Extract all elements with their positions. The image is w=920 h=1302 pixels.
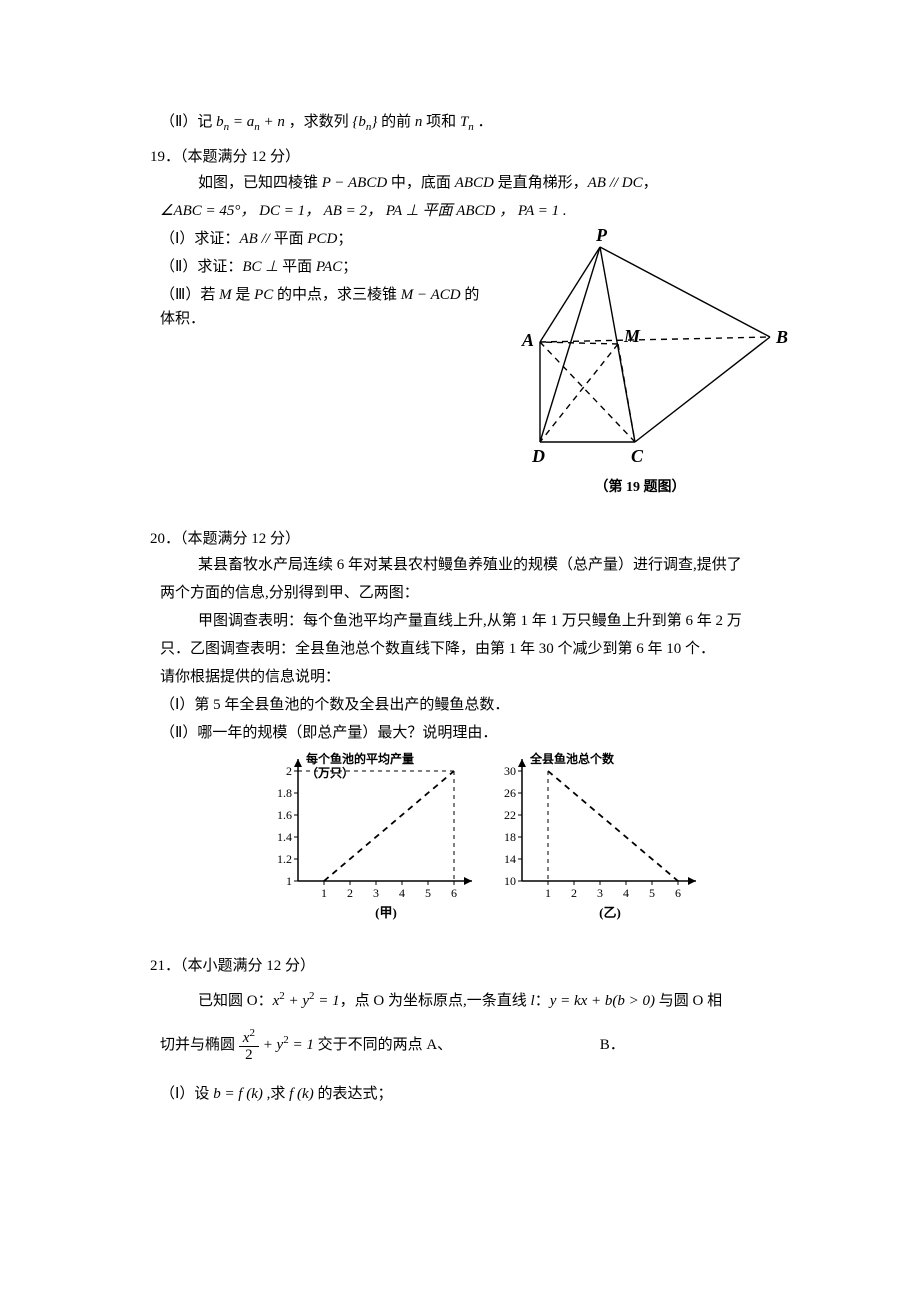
q19-figure-block: （Ⅰ）求证：AB // 平面 PCD； （Ⅱ）求证：BC ⊥ 平面 PAC； （… xyxy=(150,227,800,499)
q19-figcaption: （第 19 题图） xyxy=(480,477,800,499)
q20-l1: 某县畜牧水产局连续 6 年对某县农村鳗鱼养殖业的规模（总产量）进行调查,提供了 xyxy=(198,553,800,577)
svg-text:30: 30 xyxy=(504,764,516,778)
q19-p2: （Ⅱ）求证：BC ⊥ 平面 PAC； xyxy=(160,255,480,279)
svg-text:M: M xyxy=(623,326,641,346)
sym-bn: bn xyxy=(216,114,229,130)
q21-l1: 已知圆 O：x2 + y2 = 1，点 O 为坐标原点,一条直线 l：y = k… xyxy=(198,988,800,1013)
svg-text:4: 4 xyxy=(399,886,405,900)
sym-n: n xyxy=(415,114,423,130)
q20-l3: 甲图调查表明：每个鱼池平均产量直线上升,从第 1 年 1 万只鳗鱼上升到第 6 … xyxy=(198,609,800,633)
svg-text:1.4: 1.4 xyxy=(277,830,292,844)
svg-text:(乙): (乙) xyxy=(599,905,621,920)
q19-p3: （Ⅲ）若 M 是 PC 的中点，求三棱锥 M − ACD 的体积． xyxy=(160,283,480,331)
svg-text:A: A xyxy=(521,330,534,350)
q18-txt2: ，求数列 xyxy=(289,114,349,130)
svg-text:2: 2 xyxy=(571,886,577,900)
svg-text:22: 22 xyxy=(504,808,516,822)
svg-text:5: 5 xyxy=(425,886,431,900)
chart-b: 全县鱼池总个数123456年101418222630(乙) xyxy=(477,751,697,936)
pyramid-diagram: P A B C D M xyxy=(490,227,790,467)
svg-text:2: 2 xyxy=(286,764,292,778)
svg-text:（万只）: （万只） xyxy=(306,765,354,780)
svg-text:2: 2 xyxy=(347,886,353,900)
svg-text:10: 10 xyxy=(504,874,516,888)
q18-dot: ． xyxy=(478,114,493,130)
q21-l2: 切并与椭圆 x2 2 + y2 = 1 交于不同的两点 A、 B． xyxy=(160,1027,800,1064)
svg-text:1.6: 1.6 xyxy=(277,808,292,822)
svg-text:6: 6 xyxy=(675,886,681,900)
svg-text:26: 26 xyxy=(504,786,516,800)
q20-l4: 只．乙图调查表明：全县鱼池总个数直线下降，由第 1 年 30 个减少到第 6 年… xyxy=(160,637,800,661)
svg-text:5: 5 xyxy=(649,886,655,900)
svg-text:3: 3 xyxy=(597,886,603,900)
svg-text:B: B xyxy=(775,327,788,347)
svg-text:3: 3 xyxy=(373,886,379,900)
sym-eq-an: = an xyxy=(233,114,260,130)
charts-row: 每个鱼池的平均产量（万只）123456年11.21.41.61.82(甲) 全县… xyxy=(150,751,800,944)
fraction-x2-over-2: x2 2 xyxy=(239,1027,259,1064)
q18-txt4: 项和 xyxy=(426,114,456,130)
q19-l1: 如图，已知四棱锥 P − ABCD 中，底面 ABCD 是直角梯形，AB // … xyxy=(198,171,800,195)
svg-text:P: P xyxy=(595,227,608,245)
q20-p2: （Ⅱ）哪一年的规模（即总产量）最大？说明理由． xyxy=(160,721,800,745)
q20-l2: 两个方面的信息,分别得到甲、乙两图： xyxy=(160,581,800,605)
sym-plus-n: + n xyxy=(264,114,285,130)
svg-text:每个鱼池的平均产量: 每个鱼池的平均产量 xyxy=(306,751,414,766)
chart-a: 每个鱼池的平均产量（万只）123456年11.21.41.61.82(甲) xyxy=(253,751,473,936)
q19-p1: （Ⅰ）求证：AB // 平面 PCD； xyxy=(160,227,480,251)
seq-bn: {bn} xyxy=(352,114,377,130)
svg-text:1.8: 1.8 xyxy=(277,786,292,800)
svg-text:18: 18 xyxy=(504,830,516,844)
svg-text:C: C xyxy=(631,446,644,466)
q21-p1: （Ⅰ）设 b = f (k) ,求 f (k) 的表达式； xyxy=(160,1082,800,1106)
svg-text:全县鱼池总个数: 全县鱼池总个数 xyxy=(529,751,615,766)
svg-text:D: D xyxy=(531,446,545,466)
svg-text:(甲): (甲) xyxy=(375,905,397,920)
svg-text:14: 14 xyxy=(504,852,516,866)
q18-txt3: 的前 xyxy=(381,114,415,130)
q21-head: 21．（本小题满分 12 分） xyxy=(150,954,800,978)
q18-part2-line: （Ⅱ）记 bn = an + n ，求数列 {bn} 的前 n 项和 Tn ． xyxy=(160,110,800,137)
sym-Tn: Tn xyxy=(460,114,474,130)
svg-text:1: 1 xyxy=(321,886,327,900)
svg-text:1: 1 xyxy=(286,874,292,888)
svg-text:1: 1 xyxy=(545,886,551,900)
q20-head: 20．（本题满分 12 分） xyxy=(150,527,800,551)
q20-l5: 请你根据提供的信息说明： xyxy=(160,665,800,689)
q18-p2-label: （Ⅱ）记 xyxy=(160,114,212,130)
svg-text:4: 4 xyxy=(623,886,629,900)
svg-text:1.2: 1.2 xyxy=(277,852,292,866)
svg-text:6: 6 xyxy=(451,886,457,900)
q19-head: 19．（本题满分 12 分） xyxy=(150,145,800,169)
q20-p1: （Ⅰ）第 5 年全县鱼池的个数及全县出产的鳗鱼总数． xyxy=(160,693,800,717)
q19-l2: ∠ABC = 45°， DC = 1， AB = 2， PA ⊥ 平面 ABCD… xyxy=(160,199,800,223)
